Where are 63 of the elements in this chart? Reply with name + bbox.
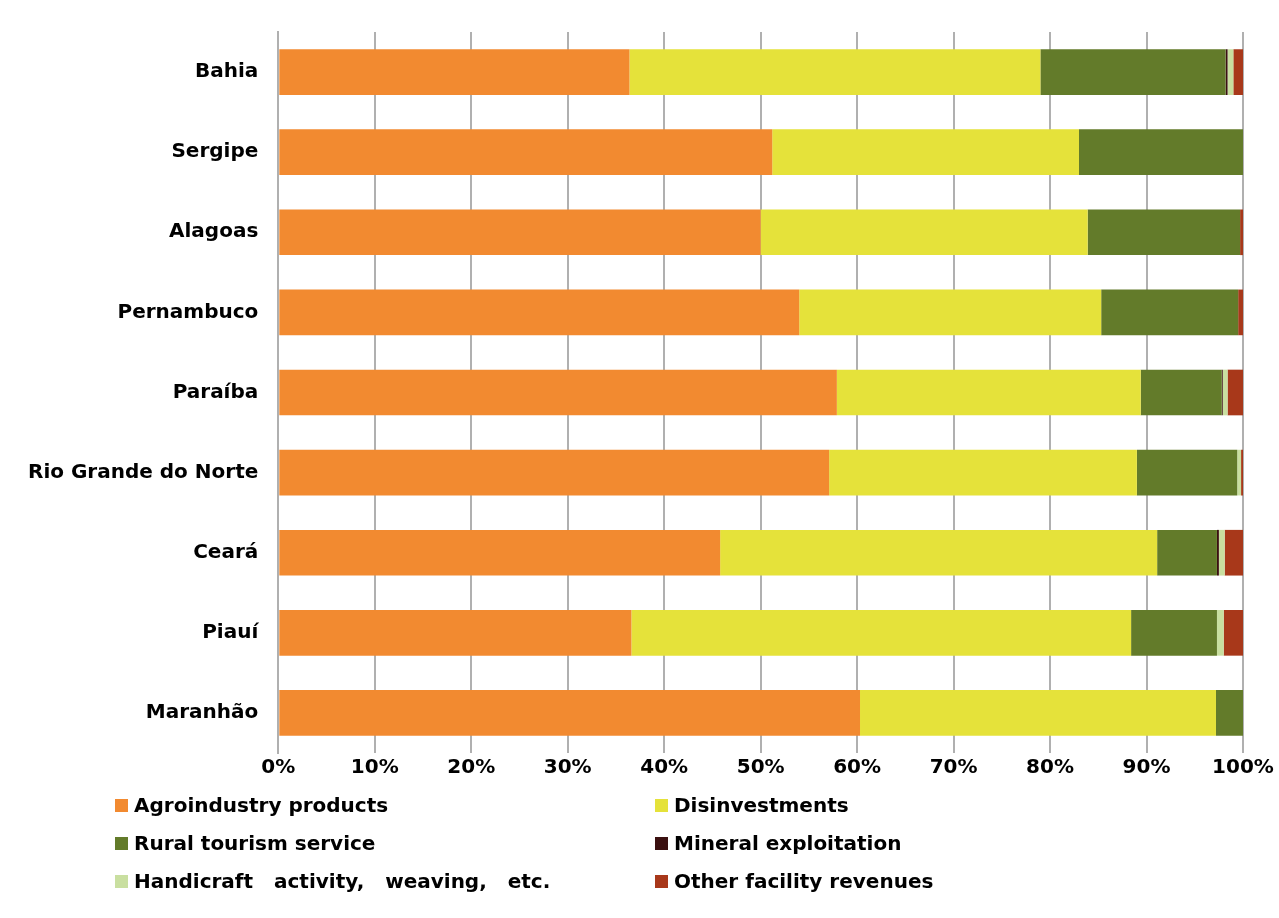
- x-tick-label: 30%: [543, 754, 592, 779]
- x-tick-label: 90%: [1122, 754, 1171, 779]
- legend-label: Disinvestments: [674, 793, 849, 817]
- bar: [1223, 610, 1243, 656]
- bar: [1079, 129, 1243, 175]
- legend-label: Agroindustry products: [134, 793, 389, 817]
- bar: [1238, 289, 1243, 336]
- legend-label: Mineral exploitation: [674, 831, 902, 855]
- y-tick-label: Maranhão: [145, 699, 259, 724]
- bar: [1237, 449, 1242, 496]
- x-tick-label: 20%: [447, 754, 496, 779]
- y-tick-label: Piauí: [202, 619, 260, 644]
- bar: [829, 449, 1137, 496]
- legend-label: Rural tourism service: [134, 831, 376, 855]
- x-tick-label: 70%: [929, 754, 978, 779]
- x-tick-label: 60%: [833, 754, 882, 779]
- y-tick-label: Bahia: [194, 58, 259, 83]
- bar: [1227, 369, 1243, 416]
- bar: [1101, 289, 1239, 336]
- bar: [629, 49, 1041, 95]
- bar: [1222, 369, 1228, 416]
- x-tick-label: 0%: [261, 754, 296, 779]
- bar: [1215, 690, 1243, 736]
- x-tick-label: 10%: [350, 754, 399, 779]
- bar: [1040, 49, 1226, 95]
- bar: [1233, 49, 1243, 95]
- x-tick-label: 40%: [640, 754, 689, 779]
- bar: [279, 610, 632, 656]
- bar: [1240, 209, 1243, 256]
- legend-label: Handicraft activity, weaving, etc.: [134, 869, 551, 893]
- y-tick-label: Alagoas: [169, 218, 259, 243]
- bar: [279, 209, 761, 256]
- y-tick-label: Pernambuco: [117, 298, 259, 323]
- bar: [279, 690, 861, 736]
- bar: [1087, 209, 1241, 256]
- y-tick-label: Sergipe: [171, 138, 259, 163]
- bar: [1157, 529, 1217, 576]
- bar: [1140, 369, 1222, 416]
- y-tick-label: Ceará: [193, 538, 259, 563]
- bar: [1218, 529, 1225, 576]
- x-tick-label: 100%: [1212, 754, 1274, 779]
- bar: [1216, 610, 1224, 656]
- bar: [279, 289, 800, 336]
- bar: [860, 690, 1216, 736]
- bar: [1131, 610, 1217, 656]
- y-tick-label: Paraíba: [172, 378, 259, 403]
- bar: [836, 369, 1141, 416]
- bar: [1136, 449, 1238, 496]
- y-tick-label: Rio Grande do Norte: [27, 458, 259, 483]
- bar: [631, 610, 1132, 656]
- bar: [279, 369, 837, 416]
- bar: [760, 209, 1088, 256]
- bar: [799, 289, 1102, 336]
- bar: [279, 129, 773, 175]
- bar: [772, 129, 1079, 175]
- x-tick-label: 50%: [736, 754, 785, 779]
- bar: [279, 449, 830, 496]
- bar: [720, 529, 1158, 576]
- legend-label: Other facility revenues: [674, 869, 934, 893]
- x-tick-label: 80%: [1026, 754, 1074, 779]
- bar: [1224, 529, 1243, 576]
- bar: [279, 49, 630, 95]
- bar: [279, 529, 721, 576]
